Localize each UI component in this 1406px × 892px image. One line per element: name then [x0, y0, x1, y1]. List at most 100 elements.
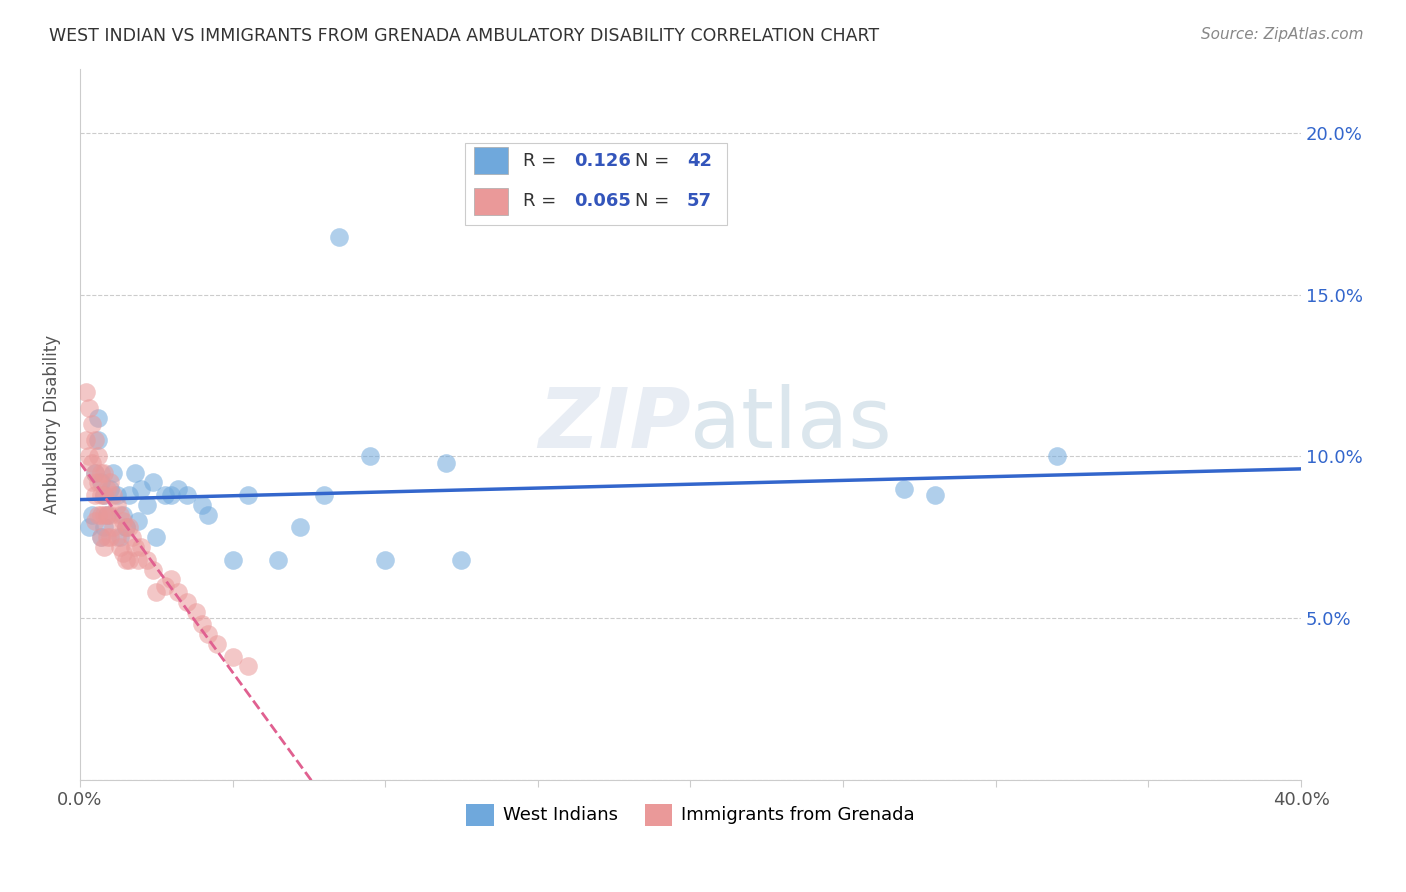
Bar: [474, 147, 509, 175]
Point: [434, 456, 457, 470]
Point: [87, 434, 110, 448]
Point: [77, 401, 100, 415]
Point: [96, 530, 118, 544]
Point: [108, 530, 131, 544]
Point: [166, 482, 188, 496]
Point: [142, 475, 165, 490]
Point: [93, 488, 115, 502]
Point: [111, 546, 134, 560]
Point: [129, 482, 152, 496]
Text: WEST INDIAN VS IMMIGRANTS FROM GRENADA AMBULATORY DISABILITY CORRELATION CHART: WEST INDIAN VS IMMIGRANTS FROM GRENADA A…: [49, 27, 879, 45]
Point: [197, 508, 219, 522]
Point: [80, 508, 103, 522]
Text: atlas: atlas: [690, 384, 893, 465]
Point: [80, 417, 103, 431]
Point: [96, 482, 118, 496]
Point: [1046, 450, 1069, 464]
Y-axis label: Ambulatory Disability: Ambulatory Disability: [44, 334, 60, 514]
Point: [75, 384, 97, 399]
Point: [207, 637, 229, 651]
Point: [93, 488, 115, 502]
Point: [114, 520, 136, 534]
Point: [893, 482, 915, 496]
Point: [100, 530, 122, 544]
Point: [450, 553, 472, 567]
Point: [84, 514, 107, 528]
Point: [359, 450, 381, 464]
Point: [87, 450, 110, 464]
Point: [93, 508, 115, 522]
Text: N =: N =: [636, 152, 675, 170]
Point: [176, 595, 198, 609]
Text: 42: 42: [686, 152, 711, 170]
Point: [118, 520, 141, 534]
Text: Source: ZipAtlas.com: Source: ZipAtlas.com: [1201, 27, 1364, 42]
Point: [90, 488, 112, 502]
Point: [103, 520, 125, 534]
Point: [80, 475, 103, 490]
Point: [142, 562, 165, 576]
Point: [160, 488, 183, 502]
Text: R =: R =: [523, 193, 562, 211]
Text: 0.065: 0.065: [575, 193, 631, 211]
Text: ZIP: ZIP: [538, 384, 690, 465]
Legend: West Indians, Immigrants from Grenada: West Indians, Immigrants from Grenada: [457, 795, 924, 835]
Point: [105, 488, 128, 502]
Point: [75, 434, 97, 448]
Point: [100, 482, 122, 496]
Point: [96, 508, 118, 522]
Point: [93, 520, 115, 534]
Point: [118, 553, 141, 567]
Point: [114, 520, 136, 534]
Point: [96, 508, 118, 522]
Point: [127, 553, 149, 567]
Point: [236, 659, 259, 673]
Point: [155, 579, 177, 593]
Point: [124, 540, 146, 554]
Point: [93, 466, 115, 480]
Point: [145, 585, 167, 599]
Point: [166, 585, 188, 599]
Point: [103, 466, 125, 480]
Point: [87, 508, 110, 522]
Point: [136, 553, 159, 567]
Point: [221, 553, 243, 567]
Bar: [464, 144, 727, 225]
Point: [111, 508, 134, 522]
Point: [176, 488, 198, 502]
Text: 0.126: 0.126: [575, 152, 631, 170]
Point: [191, 498, 214, 512]
Point: [236, 488, 259, 502]
Point: [121, 530, 143, 544]
Point: [118, 488, 141, 502]
Point: [90, 530, 112, 544]
Point: [328, 229, 350, 244]
Bar: [474, 188, 509, 215]
Point: [77, 520, 100, 534]
Point: [374, 553, 396, 567]
Point: [100, 508, 122, 522]
Point: [84, 466, 107, 480]
Point: [160, 572, 183, 586]
Point: [100, 475, 122, 490]
Point: [84, 466, 107, 480]
Point: [84, 488, 107, 502]
Point: [155, 488, 177, 502]
Point: [184, 605, 207, 619]
Point: [108, 540, 131, 554]
Point: [80, 456, 103, 470]
Point: [105, 498, 128, 512]
Point: [129, 540, 152, 554]
Point: [103, 488, 125, 502]
Point: [114, 553, 136, 567]
Point: [90, 530, 112, 544]
Point: [191, 617, 214, 632]
Point: [108, 508, 131, 522]
Text: N =: N =: [636, 193, 675, 211]
Point: [136, 498, 159, 512]
Point: [87, 410, 110, 425]
Point: [127, 514, 149, 528]
Point: [90, 475, 112, 490]
Point: [93, 540, 115, 554]
Point: [197, 627, 219, 641]
